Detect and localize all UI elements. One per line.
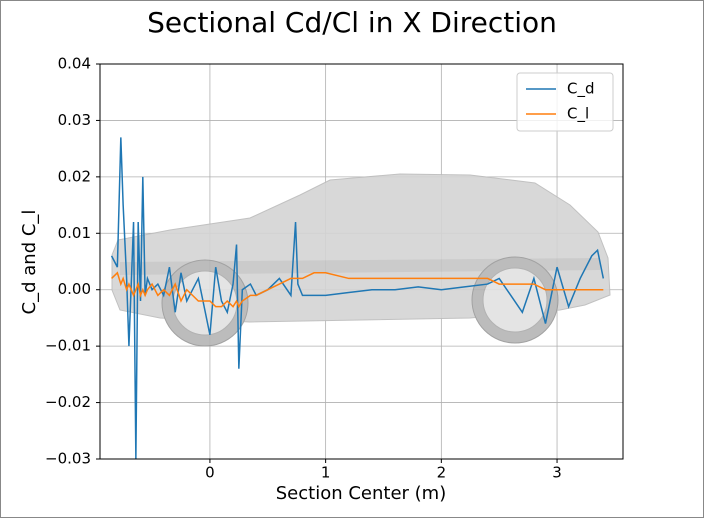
lines: [110, 137, 605, 460]
x-tick-label: 1: [321, 464, 331, 482]
y-tick-label: 0.01: [58, 224, 91, 242]
y-tick-label: 0.04: [58, 55, 91, 73]
y-tick-label: 0.02: [58, 167, 91, 185]
x-tick-label: 0: [205, 464, 215, 482]
legend-label: C_l: [567, 105, 589, 124]
series-line: [111, 271, 604, 309]
legend: C_d C_l: [516, 72, 614, 132]
y-tick-label: 0.00: [58, 280, 91, 298]
y-tick-label: −0.03: [45, 450, 91, 468]
plot-frame: [99, 63, 624, 460]
x-axis-label: Section Center (m): [276, 483, 446, 504]
y-tick-label: 0.03: [58, 111, 91, 129]
x-tick-label: 2: [437, 464, 447, 482]
y-tick-label: −0.01: [45, 337, 91, 355]
legend-box: [516, 72, 614, 132]
chart-title: Sectional Cd/Cl in X Direction: [147, 6, 557, 39]
y-tick-label: −0.02: [45, 393, 91, 411]
x-tick-label: 3: [552, 464, 562, 482]
y-axis-label: C_d and C_l: [19, 210, 40, 315]
legend-label: C_d: [567, 80, 595, 99]
